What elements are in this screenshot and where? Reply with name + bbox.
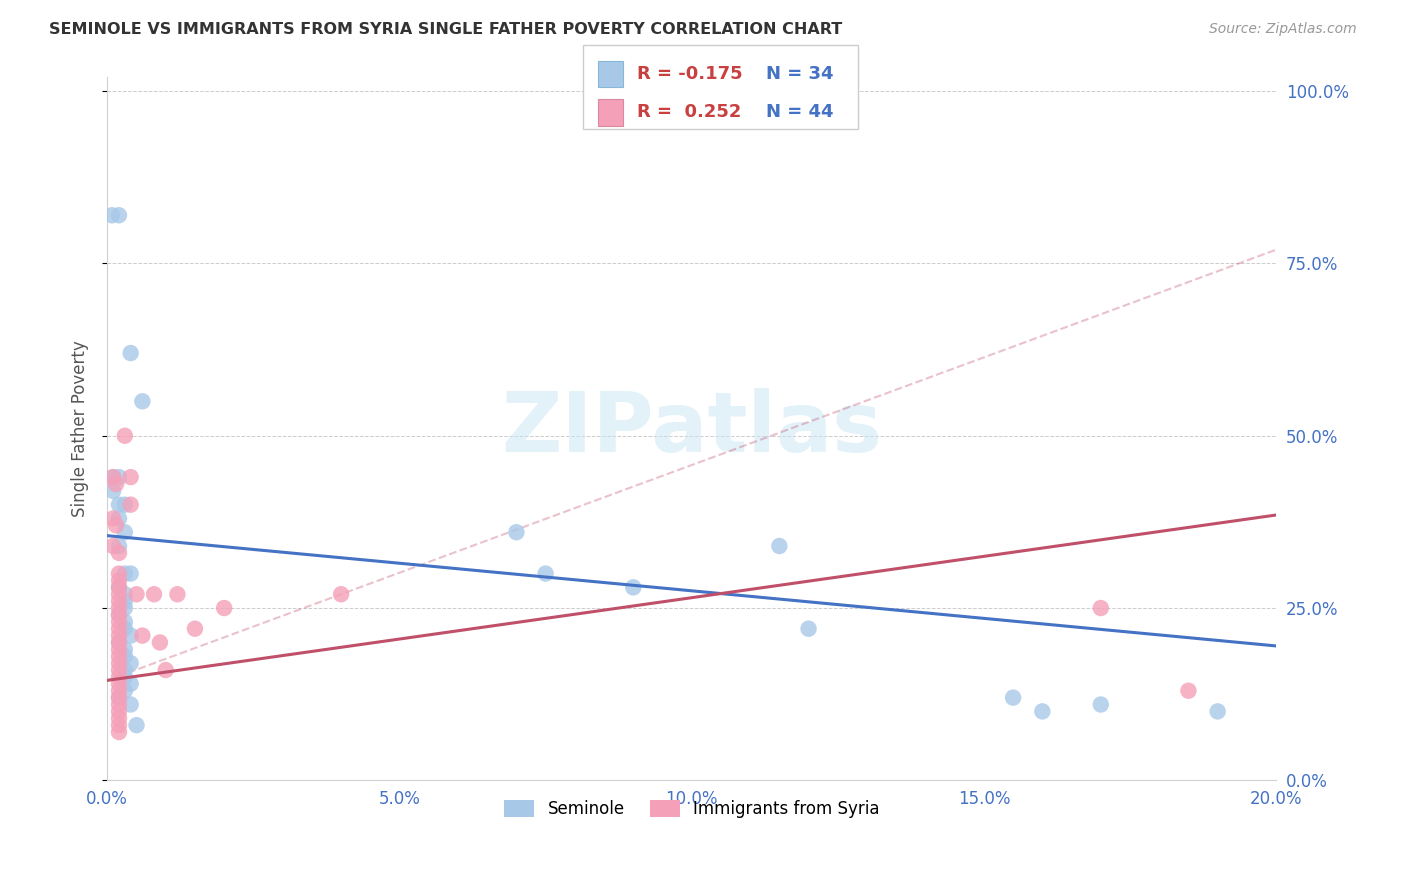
- Point: [1002, 690, 1025, 705]
- Y-axis label: Single Father Poverty: Single Father Poverty: [72, 341, 89, 517]
- Point: [101, 483, 124, 498]
- Point: [114, 615, 136, 629]
- Point: [212, 601, 235, 615]
- Point: [108, 574, 131, 588]
- Text: SEMINOLE VS IMMIGRANTS FROM SYRIA SINGLE FATHER POVERTY CORRELATION CHART: SEMINOLE VS IMMIGRANTS FROM SYRIA SINGLE…: [49, 22, 842, 37]
- Point: [108, 615, 131, 629]
- Point: [108, 629, 131, 643]
- Point: [108, 670, 131, 684]
- Point: [108, 622, 131, 636]
- Point: [143, 587, 166, 601]
- Point: [114, 601, 136, 615]
- Point: [534, 566, 557, 581]
- Point: [101, 511, 124, 525]
- Point: [120, 346, 142, 360]
- Point: [108, 539, 131, 553]
- Point: [105, 477, 128, 491]
- Point: [108, 690, 131, 705]
- Point: [108, 705, 131, 719]
- Point: [101, 539, 124, 553]
- Point: [114, 429, 136, 443]
- Point: [108, 587, 131, 601]
- Point: [114, 566, 136, 581]
- Point: [330, 587, 353, 601]
- Point: [108, 607, 131, 622]
- Text: N = 34: N = 34: [766, 65, 834, 83]
- Point: [184, 622, 207, 636]
- Point: [108, 470, 131, 484]
- Point: [120, 629, 142, 643]
- Text: R =  0.252: R = 0.252: [637, 103, 741, 121]
- Point: [114, 594, 136, 608]
- Point: [108, 607, 131, 622]
- Point: [108, 663, 131, 677]
- Point: [108, 208, 131, 222]
- Point: [1177, 683, 1199, 698]
- Point: [108, 635, 131, 649]
- Text: R = -0.175: R = -0.175: [637, 65, 742, 83]
- Point: [149, 635, 172, 649]
- Point: [155, 663, 177, 677]
- Point: [108, 683, 131, 698]
- Point: [797, 622, 820, 636]
- Point: [108, 511, 131, 525]
- Point: [108, 546, 131, 560]
- Point: [108, 635, 131, 649]
- Point: [108, 566, 131, 581]
- Point: [131, 394, 153, 409]
- Point: [125, 718, 148, 732]
- Point: [114, 587, 136, 601]
- Point: [114, 498, 136, 512]
- Point: [120, 656, 142, 670]
- Point: [114, 663, 136, 677]
- Point: [114, 525, 136, 540]
- Point: [108, 718, 131, 732]
- Text: ZIPatlas: ZIPatlas: [501, 388, 882, 469]
- Point: [108, 580, 131, 594]
- Point: [108, 649, 131, 664]
- Point: [114, 670, 136, 684]
- Point: [120, 677, 142, 691]
- Point: [108, 711, 131, 725]
- Point: [105, 518, 128, 533]
- Point: [108, 498, 131, 512]
- Legend: Seminole, Immigrants from Syria: Seminole, Immigrants from Syria: [498, 793, 886, 825]
- Point: [505, 525, 527, 540]
- Point: [1031, 705, 1053, 719]
- Point: [101, 470, 124, 484]
- Point: [114, 683, 136, 698]
- Point: [101, 470, 124, 484]
- Point: [108, 601, 131, 615]
- Point: [108, 642, 131, 657]
- Point: [114, 642, 136, 657]
- Point: [108, 580, 131, 594]
- Point: [120, 566, 142, 581]
- Text: Source: ZipAtlas.com: Source: ZipAtlas.com: [1209, 22, 1357, 37]
- Point: [1090, 601, 1112, 615]
- Text: N = 44: N = 44: [766, 103, 834, 121]
- Point: [108, 725, 131, 739]
- Point: [108, 656, 131, 670]
- Point: [120, 498, 142, 512]
- Point: [108, 594, 131, 608]
- Point: [125, 587, 148, 601]
- Point: [1206, 705, 1229, 719]
- Point: [120, 698, 142, 712]
- Point: [621, 580, 644, 594]
- Point: [166, 587, 188, 601]
- Point: [131, 629, 153, 643]
- Point: [108, 677, 131, 691]
- Point: [120, 470, 142, 484]
- Point: [114, 622, 136, 636]
- Point: [1090, 698, 1112, 712]
- Point: [768, 539, 790, 553]
- Point: [114, 649, 136, 664]
- Point: [108, 690, 131, 705]
- Point: [101, 208, 124, 222]
- Point: [108, 698, 131, 712]
